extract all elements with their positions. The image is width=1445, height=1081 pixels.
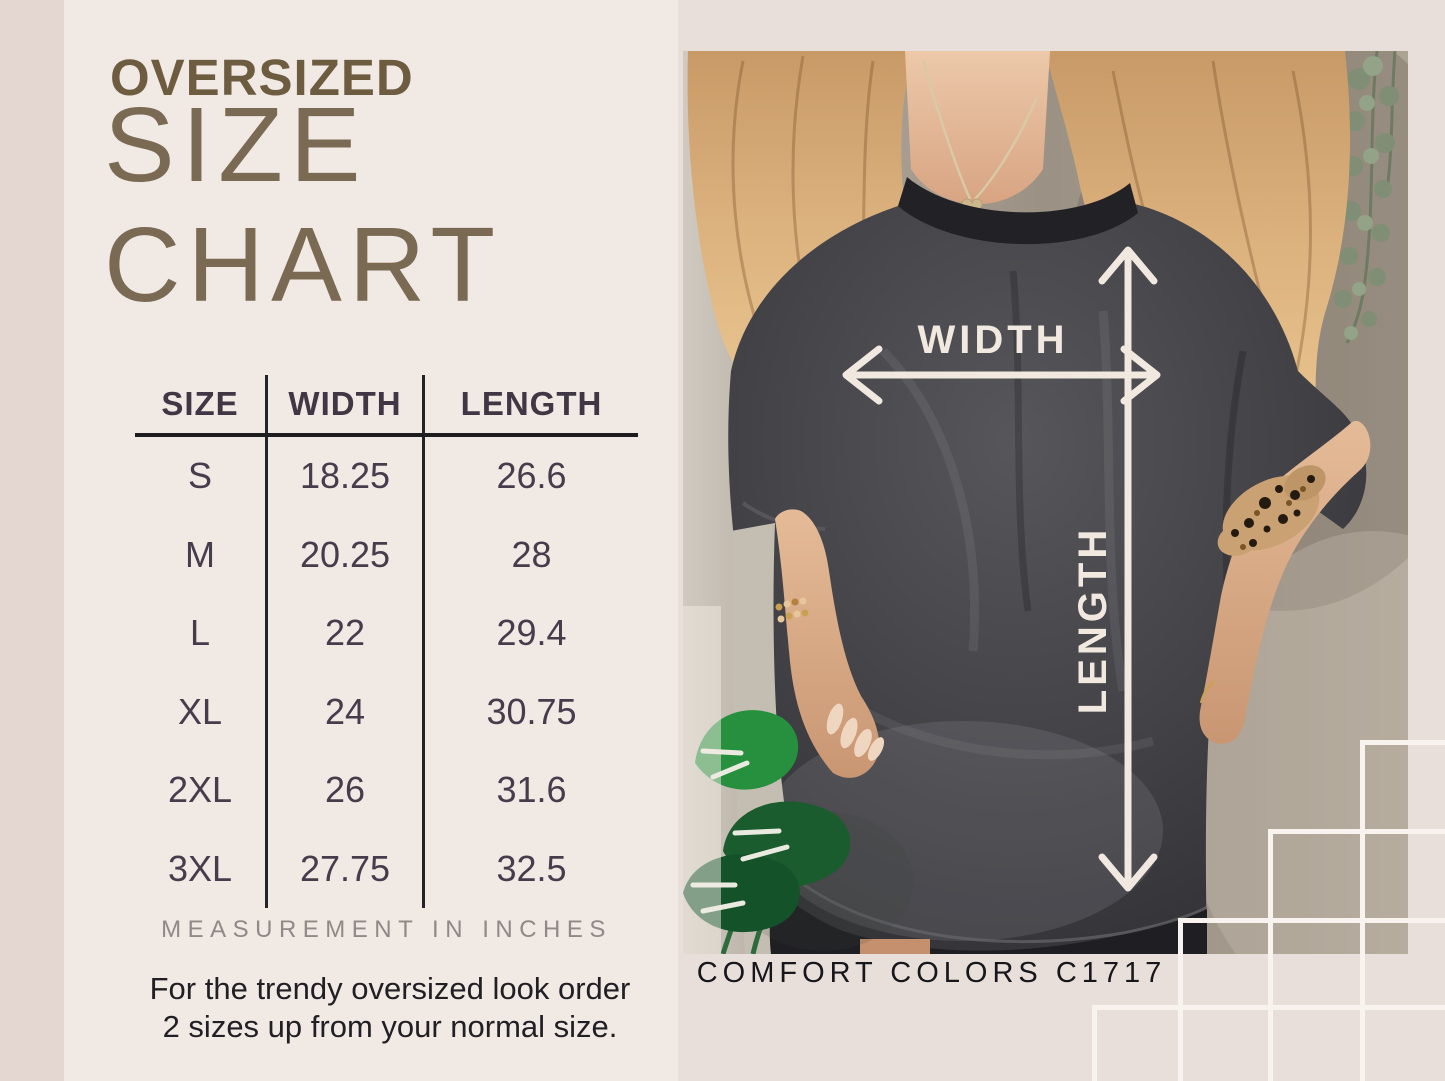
grid-line — [1360, 740, 1445, 745]
grid-line — [1092, 1005, 1445, 1010]
length-arrow-label: LENGTH — [1071, 525, 1115, 715]
table-cell: XL — [135, 672, 268, 751]
grid-line — [1092, 1005, 1097, 1081]
garment-caption: COMFORT COLORS C1717 — [696, 957, 1167, 989]
size-table: SIZE WIDTH LENGTH S 18.25 26.6 M 20.25 2… — [135, 375, 638, 908]
width-arrow-label: WIDTH — [917, 318, 1069, 362]
table-cell: L — [135, 594, 268, 673]
title-line-size: SIZE — [104, 86, 368, 204]
sizing-advice-line1: For the trendy oversized look order — [149, 971, 631, 1006]
grid-line — [1178, 918, 1445, 923]
grid-line — [1268, 829, 1445, 834]
table-cell: 18.25 — [268, 437, 425, 516]
table-cell: 26.6 — [496, 455, 567, 497]
table-cell: 30.75 — [486, 690, 577, 732]
table-cell: 28 — [511, 533, 552, 575]
model-photo — [683, 51, 1408, 954]
col-header-size: SIZE — [135, 375, 268, 437]
table-cell: 3XL — [135, 829, 268, 908]
table-cell: 26 — [268, 751, 425, 830]
haze-overlay — [683, 606, 721, 954]
table-cell: 20.25 — [268, 515, 425, 594]
title-kicker: OVERSIZED — [110, 49, 414, 106]
t-shirt — [728, 177, 1367, 954]
grid-line — [1360, 740, 1365, 1081]
measurement-arrows — [842, 246, 1161, 892]
length-arrow — [1098, 246, 1158, 892]
col-header-width: WIDTH — [268, 375, 425, 437]
measurement-unit-note: MEASUREMENT IN INCHES — [161, 916, 612, 943]
table-cell: 24 — [268, 672, 425, 751]
beaded-bracelets — [775, 597, 809, 623]
table-cell: 32.5 — [496, 847, 567, 889]
sizing-advice: For the trendy oversized look order 2 si… — [100, 970, 680, 1046]
photo-illustration — [683, 51, 1408, 954]
model-right-arm — [1199, 420, 1371, 744]
table-cell: 22 — [268, 594, 425, 673]
sizing-advice-line2: 2 sizes up from your normal size. — [162, 1009, 618, 1044]
grid-line — [1178, 918, 1183, 1081]
left-accent-strip — [0, 0, 64, 1081]
title-line-chart: CHART — [104, 206, 503, 324]
table-cell: 27.75 — [268, 829, 425, 908]
table-cell: 29.4 — [496, 612, 567, 654]
table-cell: 2XL — [135, 751, 268, 830]
fingernails — [826, 703, 885, 761]
col-header-length: LENGTH — [425, 375, 638, 437]
table-cell: M — [135, 515, 268, 594]
model-neck — [905, 51, 1050, 205]
width-arrow — [842, 345, 1161, 405]
table-cell: 31.6 — [496, 769, 567, 811]
leopard-scrunchie — [1217, 465, 1326, 556]
grid-line — [1268, 829, 1273, 1081]
eucalyptus-plant — [1334, 51, 1399, 344]
table-cell: S — [135, 437, 268, 516]
model-left-arm — [775, 509, 885, 778]
